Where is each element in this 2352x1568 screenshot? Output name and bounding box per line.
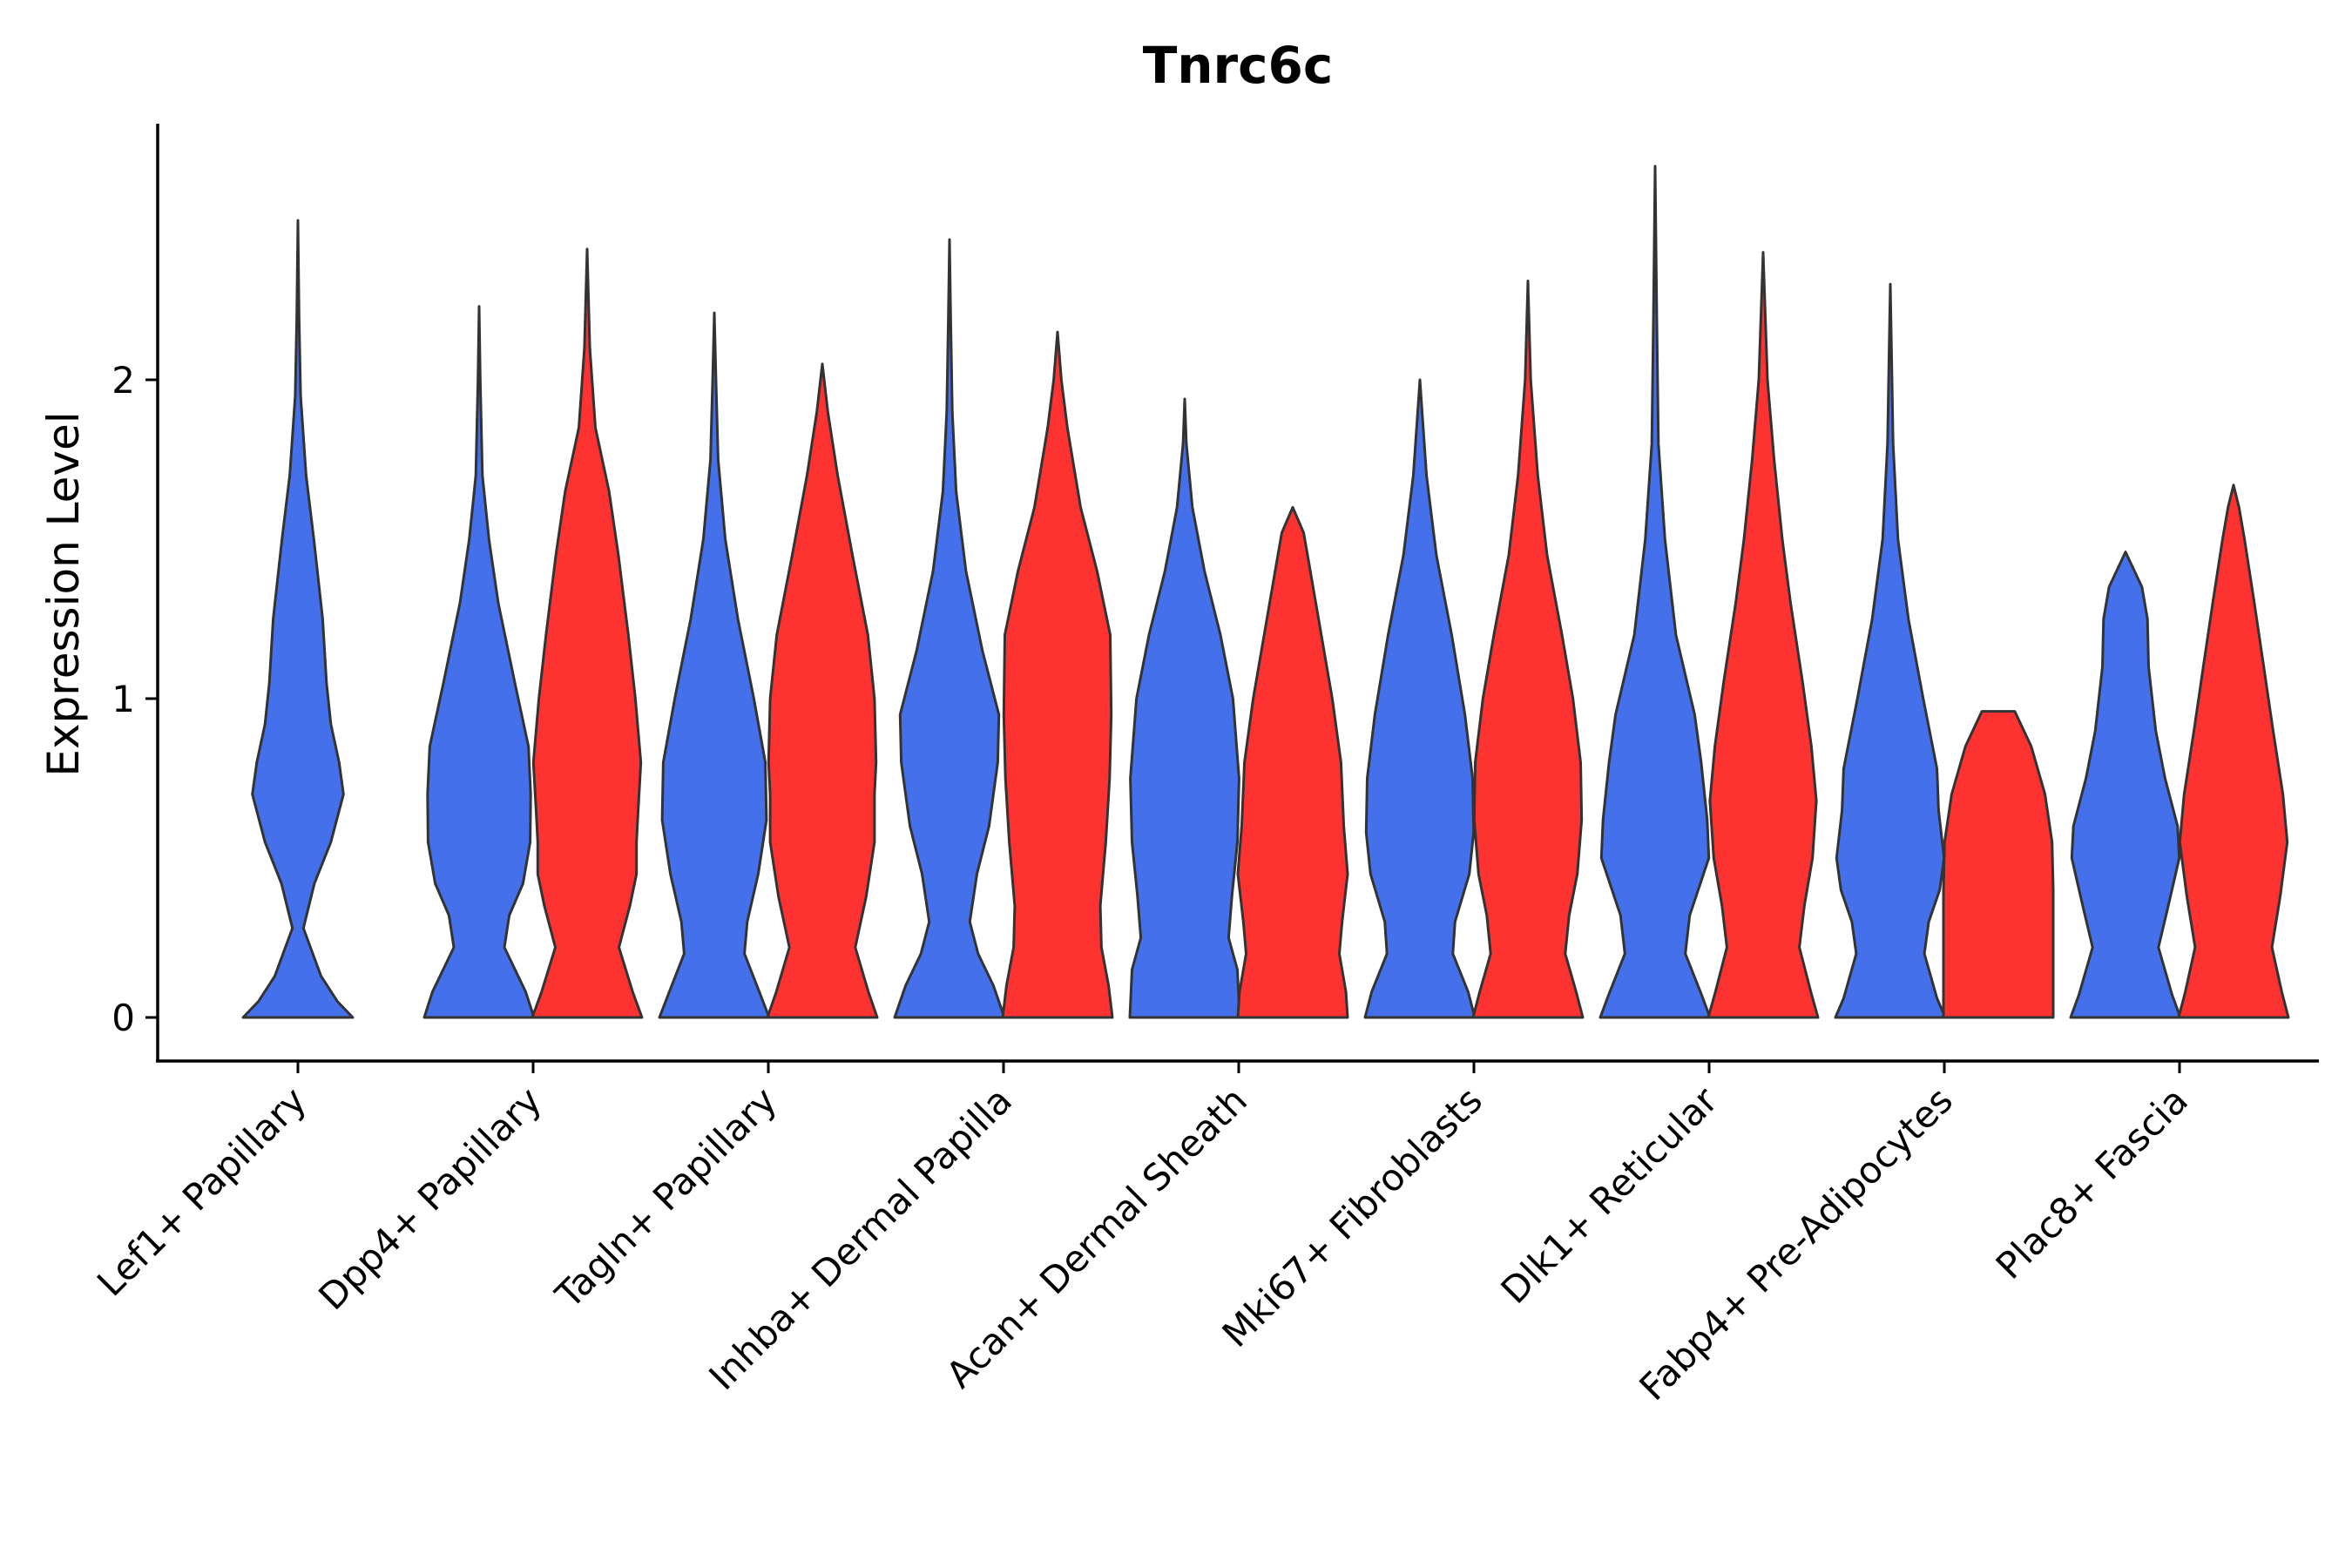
x-category-label: Plac8+ Fascia	[1988, 1078, 2196, 1287]
violin-group-1-acan-dermal-sheath	[1128, 397, 1241, 1019]
x-category-label: Lef1+ Papillary	[89, 1078, 314, 1304]
violin-group-1-fabp4-pre-adipocytes	[1834, 282, 1947, 1019]
violin-group-2-inhba-dermal-papilla	[1001, 330, 1114, 1019]
violin-group-1-dpp4-papillary	[422, 305, 536, 1019]
y-tick-label: 1	[112, 678, 135, 720]
violin-group-1-plac8-fascia	[2069, 551, 2182, 1019]
y-ticks: 0 1 2	[112, 359, 158, 1039]
x-category-label: Dlk1+ Reticular	[1493, 1078, 1727, 1312]
violin-group-2-mki67-fibroblasts	[1471, 280, 1585, 1019]
violin-group-2-tagln-papillary	[766, 362, 879, 1019]
x-category-label: Tagln+ Papillary	[547, 1078, 785, 1316]
violin-group-1-tagln-papillary	[658, 311, 771, 1019]
chart-title: Tnrc6c	[1143, 36, 1334, 95]
violin-group-2-dlk1-reticular	[1707, 251, 1820, 1019]
y-axis-label: Expression Level	[38, 411, 89, 776]
violin-group-1-lef1-papillary	[241, 219, 355, 1019]
y-tick-label: 0	[112, 997, 135, 1039]
y-tick-label: 2	[112, 359, 135, 402]
x-category-label: Dpp4+ Papillary	[310, 1078, 550, 1318]
violin-group-1-dlk1-reticular	[1598, 165, 1712, 1019]
violin-group-1-mki67-fibroblasts	[1363, 378, 1477, 1019]
violin-group-2-fabp4-pre-adipocytes	[1942, 710, 2055, 1019]
violin-group-2-dpp4-papillary	[531, 247, 644, 1019]
violin-group-2-acan-dermal-sheath	[1236, 505, 1349, 1019]
violin-group-1-inhba-dermal-papilla	[893, 238, 1006, 1019]
x-category-label: Mki67+ Fibroblasts	[1214, 1078, 1490, 1355]
violin-group-2-plac8-fascia	[2177, 483, 2290, 1019]
violins-layer	[241, 165, 2290, 1019]
